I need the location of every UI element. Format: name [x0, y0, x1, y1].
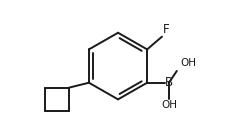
Text: OH: OH	[181, 58, 197, 68]
Text: F: F	[163, 23, 170, 36]
Text: OH: OH	[161, 100, 177, 110]
Text: B: B	[165, 76, 173, 89]
